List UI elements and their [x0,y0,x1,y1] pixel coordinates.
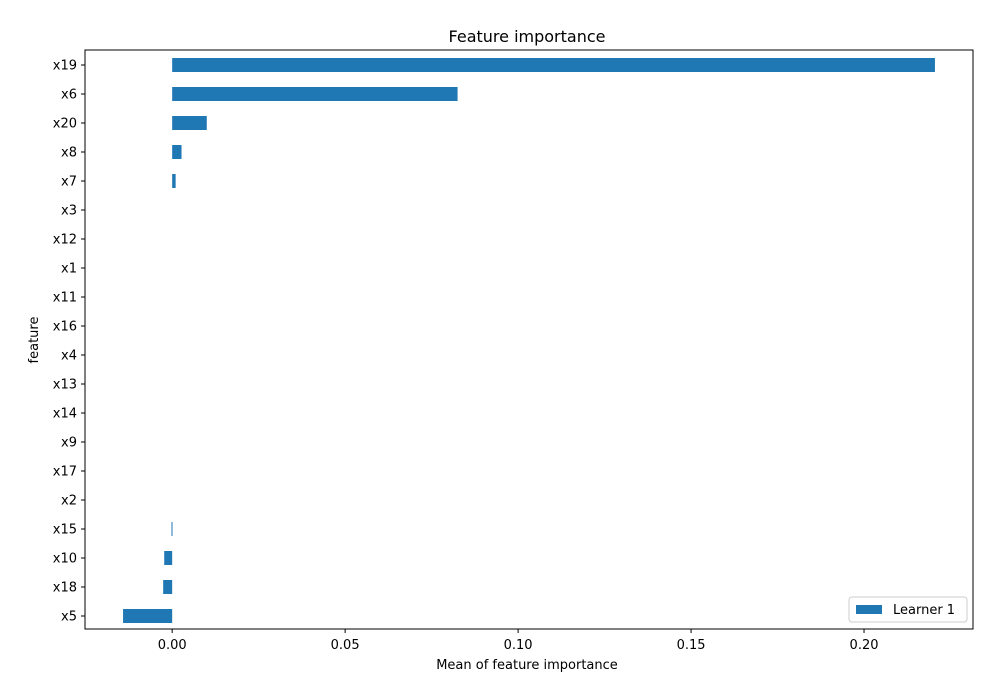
y-tick-label: x10 [53,552,77,567]
chart-title: Feature importance [449,27,606,46]
y-tick-label: x11 [53,291,77,306]
x-tick-label: 0.10 [504,638,533,653]
y-tick-label: x17 [53,465,77,480]
y-tick-label: x1 [61,262,77,277]
bar-x15 [171,522,173,536]
y-tick-label: x13 [53,378,77,393]
bar-x8 [172,145,182,159]
x-tick-label: 0.05 [331,638,360,653]
y-tick-label: x4 [61,349,77,364]
x-tick-label: 0.20 [850,638,879,653]
y-tick-label: x5 [61,610,77,625]
y-tick-label: x6 [61,88,77,103]
y-tick-label: x12 [53,233,77,248]
y-tick-label: x14 [53,407,77,422]
y-tick-label: x19 [53,59,77,74]
y-tick-label: x7 [61,175,77,190]
x-tick-label: 0.00 [158,638,187,653]
x-axis: 0.00 0.05 0.10 0.15 0.20 [158,629,879,653]
y-tick-label: x2 [61,494,77,509]
y-axis: x19 x6 x20 x8 x7 x3 x12 x1 x11 x16 x4 x13 x14 x9 x17 x2… [53,59,85,625]
y-tick-label: x9 [61,436,77,451]
bar-x5 [123,609,173,623]
bar-x19 [172,58,935,72]
legend-box [848,596,968,623]
y-tick-label: x8 [61,146,77,161]
bar-x6 [172,87,458,101]
bar-x20 [172,116,207,130]
y-axis-label: feature [27,317,42,364]
x-axis-label: Mean of feature importance [436,658,618,673]
y-tick-label: x20 [53,117,77,132]
x-tick-label: 0.15 [677,638,706,653]
y-tick-label: x15 [53,523,77,538]
bars-group [123,58,935,623]
y-tick-label: x18 [53,581,77,596]
legend-swatch [856,605,882,614]
bar-x18 [163,580,173,594]
bar-x10 [164,551,173,565]
plot-frame [84,49,974,630]
bar-x7 [172,174,176,188]
y-tick-label: x16 [53,320,77,335]
legend: Learner 1 [848,596,968,623]
legend-label: Learner 1 [893,603,955,618]
y-tick-label: x3 [61,204,77,219]
